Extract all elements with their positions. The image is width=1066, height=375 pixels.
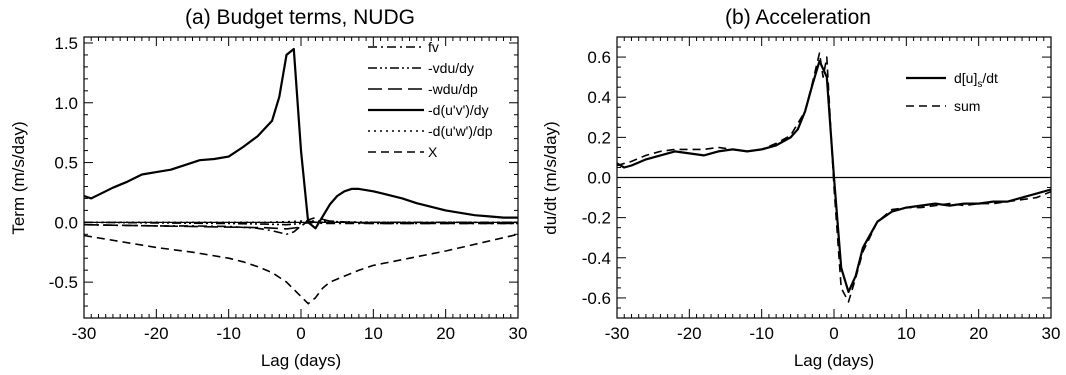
y-tick-label: -0.4 bbox=[582, 249, 611, 268]
series-line-5 bbox=[83, 233, 519, 305]
y-tick-label: -0.6 bbox=[582, 289, 611, 308]
legend-label: -wdu/dp bbox=[428, 81, 478, 97]
panel-a-legend: fv -vdu/dy -wdu/dp -d(u'v')/dy -d(u'w')/dp X bbox=[368, 39, 493, 160]
panel-b-ylabel: du/dt (m/s/day) bbox=[541, 121, 560, 234]
x-tick-label: 30 bbox=[509, 324, 528, 343]
panel-a-ylabel: Term (m/s/day) bbox=[9, 121, 28, 234]
y-tick-label: 0.4 bbox=[587, 88, 611, 107]
series-line-1 bbox=[616, 52, 1052, 303]
series-line-3 bbox=[83, 47, 518, 230]
legend-label: -d(u'w')/dp bbox=[428, 123, 493, 139]
x-tick-label: -30 bbox=[72, 324, 97, 343]
legend-label: sum bbox=[954, 98, 980, 114]
series-line-2 bbox=[83, 216, 518, 230]
x-tick-label: 20 bbox=[436, 324, 455, 343]
panel-b-xlabel: Lag (days) bbox=[794, 351, 874, 370]
y-tick-label: -0.2 bbox=[582, 209, 611, 228]
legend-label: fv bbox=[428, 39, 439, 55]
legend-label: -vdu/dy bbox=[428, 60, 474, 76]
series-line-4 bbox=[84, 220, 518, 224]
series-line-0 bbox=[83, 220, 518, 236]
y-tick-label: 1.0 bbox=[54, 94, 78, 113]
legend-label: -d(u'v')/dy bbox=[428, 102, 489, 118]
x-tick-label: 10 bbox=[364, 324, 383, 343]
y-tick-label: 1.5 bbox=[54, 34, 78, 53]
y-tick-label: 0.0 bbox=[54, 213, 78, 232]
x-tick-label: 30 bbox=[1042, 324, 1061, 343]
y-tick-label: 0.5 bbox=[54, 154, 78, 173]
x-tick-label: 20 bbox=[969, 324, 988, 343]
y-tick-label: -0.5 bbox=[49, 273, 78, 292]
x-tick-label: -30 bbox=[605, 324, 630, 343]
panel-b-title: (b) Acceleration bbox=[725, 6, 871, 29]
panel-a-title: (a) Budget terms, NUDG bbox=[185, 6, 415, 29]
x-tick-label: 0 bbox=[296, 324, 305, 343]
panel-a: (a) Budget terms, NUDG -30 -20 -10 0 10 20 30 -… bbox=[9, 6, 527, 370]
x-tick-label: -10 bbox=[749, 324, 774, 343]
legend-label: X bbox=[428, 144, 438, 160]
x-tick-label: 10 bbox=[897, 324, 916, 343]
panel-a-xlabel: Lag (days) bbox=[261, 351, 341, 370]
panel-b: (b) Acceleration -30 -20 -10 0 10 20 30 -0.6 -0.… bbox=[541, 6, 1060, 370]
x-tick-label: -20 bbox=[677, 324, 702, 343]
x-tick-label: -20 bbox=[144, 324, 169, 343]
legend-label: d[u]s/dt bbox=[954, 70, 998, 90]
series-line-0 bbox=[616, 60, 1052, 293]
y-tick-label: 0.2 bbox=[587, 128, 611, 147]
x-tick-label: 0 bbox=[829, 324, 838, 343]
y-tick-label: 0.0 bbox=[587, 169, 611, 188]
panel-b-legend: d[u]s/dt sum bbox=[906, 70, 998, 114]
y-tick-label: 0.6 bbox=[587, 48, 611, 67]
panel-a-frame bbox=[83, 36, 519, 319]
x-tick-label: -10 bbox=[216, 324, 241, 343]
